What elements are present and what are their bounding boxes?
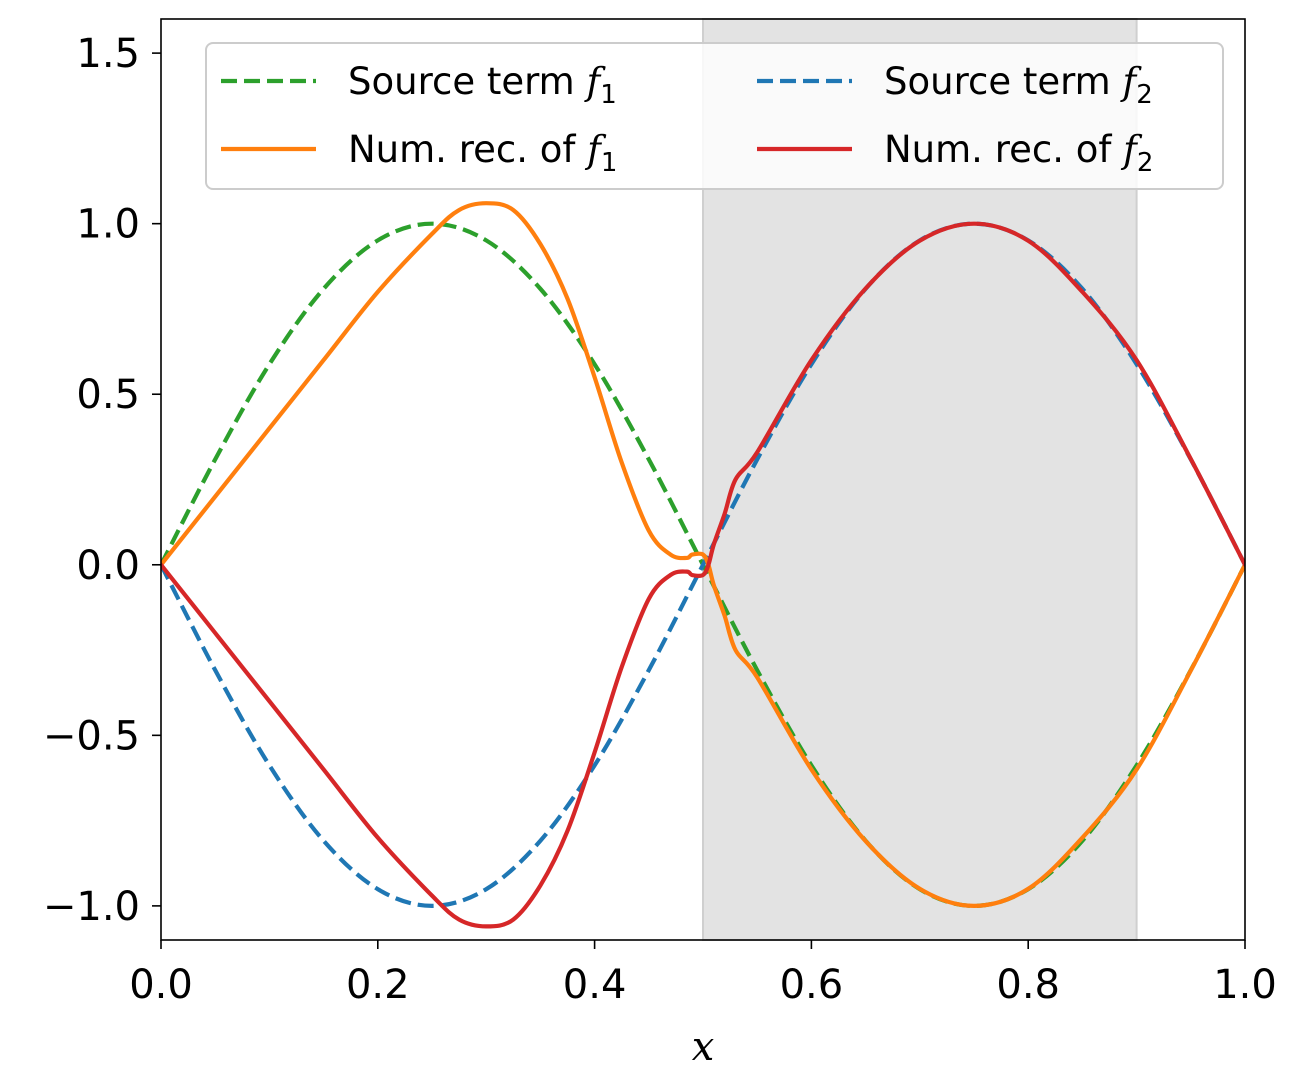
series-line-rec_f2 [161, 221, 1245, 929]
x-tick-label: 0.6 [780, 962, 844, 1008]
legend-label-rec_f2: Num. rec. of f2 [884, 128, 1153, 178]
x-tick-label: 0.4 [563, 962, 627, 1008]
x-tick-label: 0.0 [129, 962, 193, 1008]
legend-label-source_f2: Source term f2 [884, 60, 1153, 110]
x-tick-label: 0.2 [346, 962, 410, 1008]
plot-frame [160, 18, 1246, 941]
y-tick-label: 1.5 [76, 31, 140, 77]
y-tick-label: 1.0 [76, 202, 140, 248]
legend-label-rec_f1: Num. rec. of f1 [348, 128, 617, 178]
series-line-rec_f1 [161, 201, 1245, 908]
x-tick-label: 0.8 [996, 962, 1060, 1008]
series-group [161, 201, 1245, 929]
x-tick-label: 1.0 [1213, 962, 1277, 1008]
y-tick-label: 0.5 [76, 372, 140, 418]
legend-label-source_f1: Source term f1 [348, 60, 617, 110]
y-tick-label: 0.0 [76, 543, 140, 589]
y-tick-label: −0.5 [43, 713, 140, 759]
x-axis-label: x [692, 1024, 715, 1070]
y-tick-label: −1.0 [43, 884, 140, 930]
legend-box [205, 42, 1224, 190]
